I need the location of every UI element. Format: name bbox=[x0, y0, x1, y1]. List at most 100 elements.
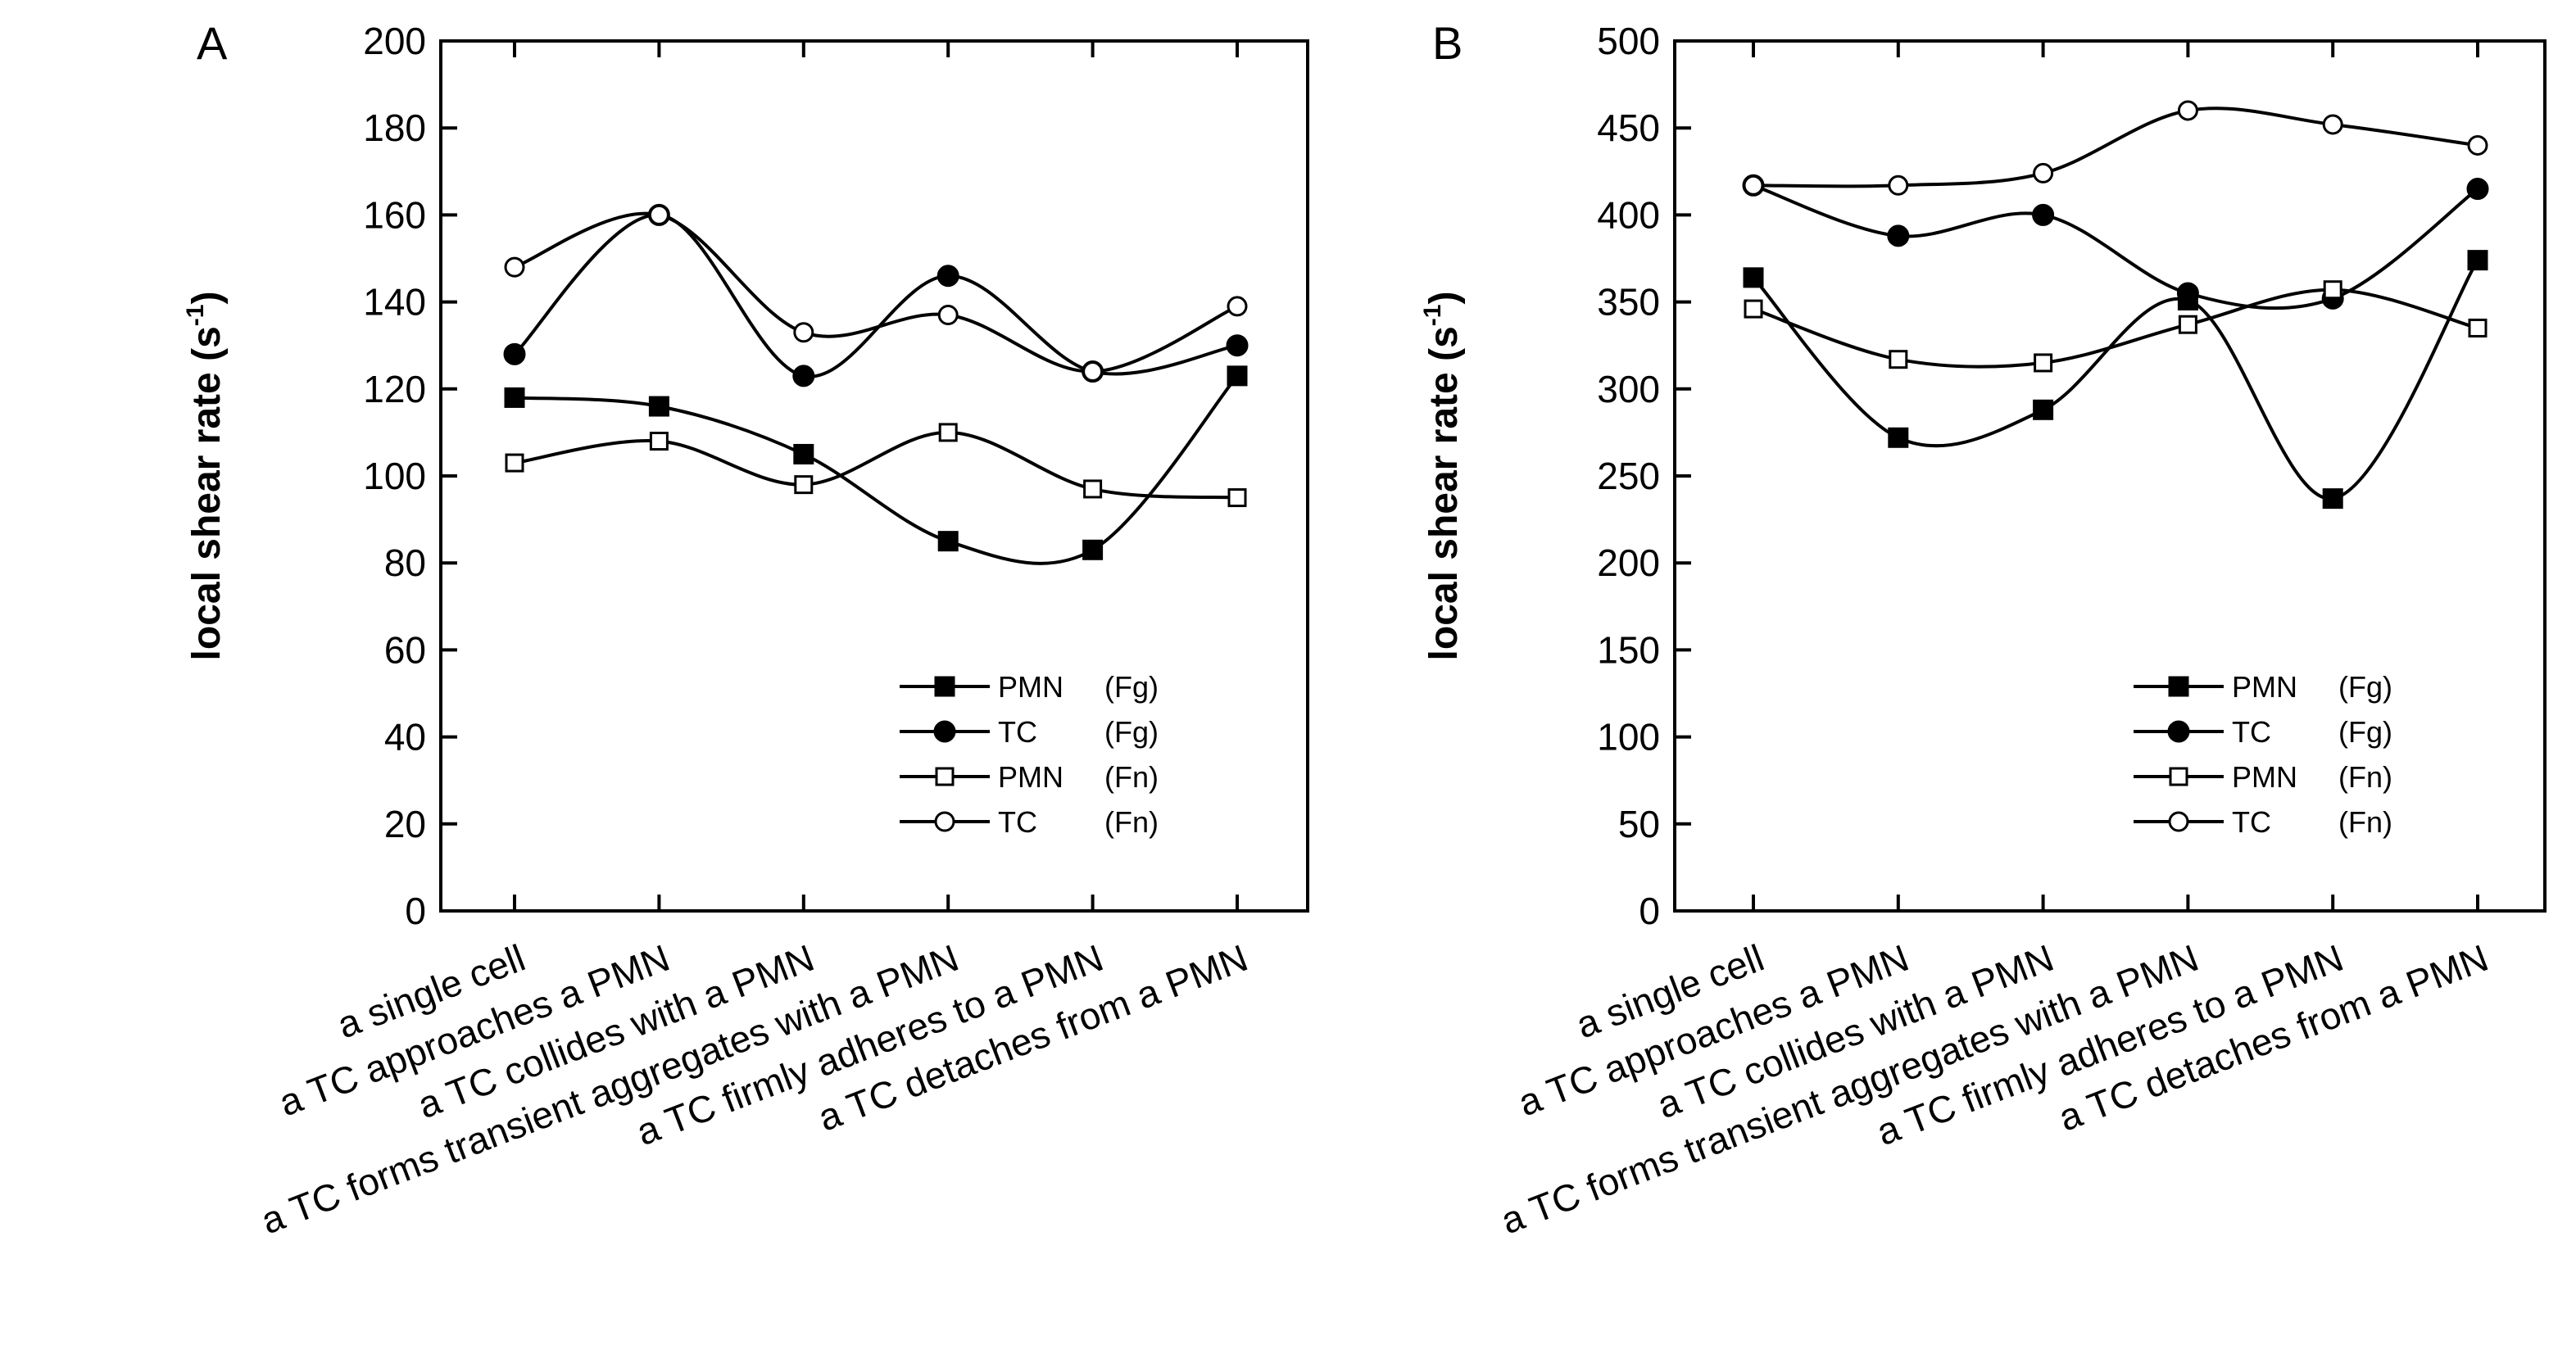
series-tc-fn bbox=[504, 204, 1248, 383]
y-tick-label: 250 bbox=[1597, 455, 1660, 497]
data-point bbox=[1887, 224, 1910, 247]
data-point bbox=[1082, 539, 1104, 560]
legend-series-name: TC bbox=[998, 805, 1037, 839]
y-tick-label: 200 bbox=[363, 20, 426, 62]
y-tick-label: 180 bbox=[363, 106, 426, 149]
data-point bbox=[937, 265, 959, 288]
data-point bbox=[648, 204, 669, 225]
series-pmn-fg bbox=[1743, 250, 2488, 510]
data-point bbox=[2467, 134, 2488, 156]
series-tc-fn bbox=[1743, 100, 2488, 196]
series-line bbox=[1752, 259, 2479, 501]
y-tick-label: 120 bbox=[363, 368, 426, 410]
y-tick-label: 0 bbox=[405, 890, 426, 932]
data-point bbox=[503, 342, 526, 365]
legend-marker bbox=[933, 720, 956, 743]
data-point bbox=[937, 305, 959, 326]
y-axis-unit-superscript: -1 bbox=[1419, 305, 1446, 327]
data-point bbox=[504, 387, 525, 408]
y-axis-label-space bbox=[185, 361, 229, 372]
legend: PMN (Fg) TC (Fg) PMN (Fn) TC (Fn) bbox=[900, 670, 1159, 839]
legend-marker bbox=[934, 676, 955, 697]
series-pmn-fg bbox=[504, 365, 1248, 565]
panel-label: B bbox=[1432, 17, 1463, 69]
panel-label: A bbox=[197, 17, 228, 69]
data-point bbox=[793, 322, 814, 343]
y-tick-label: 60 bbox=[384, 628, 426, 671]
data-point bbox=[2033, 162, 2054, 183]
y-tick-label: 160 bbox=[363, 193, 426, 236]
legend-marker bbox=[2169, 767, 2188, 786]
data-point bbox=[794, 475, 814, 495]
data-point bbox=[1743, 174, 1764, 196]
legend-label: PMN (Fn) bbox=[2232, 760, 2392, 794]
legend-series-name: PMN bbox=[2232, 760, 2297, 794]
series-line bbox=[1753, 288, 2478, 369]
legend-marker bbox=[935, 767, 955, 786]
legend-series-name: PMN bbox=[2232, 670, 2297, 704]
legend-series-name: TC bbox=[2232, 715, 2271, 749]
legend-substrate: (Fn) bbox=[2338, 760, 2392, 794]
legend-series-name: PMN bbox=[998, 670, 1064, 704]
legend-series-name: PMN bbox=[998, 760, 1064, 794]
y-tick-label: 350 bbox=[1597, 281, 1660, 324]
data-point bbox=[2034, 353, 2053, 373]
data-point bbox=[1743, 267, 1764, 288]
legend-marker bbox=[934, 811, 955, 832]
series-line bbox=[514, 374, 1239, 565]
chart-panel-a: A 0 20 40 60 80 100 120 140 160 180 200 local shear … bbox=[182, 17, 1309, 1242]
legend-label: PMN (Fg) bbox=[998, 670, 1159, 704]
data-point bbox=[1083, 479, 1103, 499]
data-point bbox=[2177, 100, 2198, 121]
y-tick-label: 450 bbox=[1597, 106, 1660, 149]
y-axis-unit-close: ) bbox=[185, 292, 229, 305]
y-axis-label-text: local shear rate bbox=[1422, 372, 1466, 660]
y-tick-label: 100 bbox=[363, 455, 426, 497]
data-point bbox=[938, 423, 958, 442]
data-point bbox=[1227, 296, 1248, 317]
data-point bbox=[2032, 203, 2055, 226]
data-point bbox=[2322, 114, 2343, 135]
y-axis-label-space bbox=[1422, 361, 1466, 372]
data-point bbox=[649, 432, 669, 451]
y-axis-unit: (s bbox=[185, 326, 229, 361]
chart-panel-b: B 0 50 100 150 200 250 300 350 400 450 500 local she… bbox=[1419, 17, 2547, 1242]
legend-marker bbox=[2167, 720, 2190, 743]
y-tick-label: 150 bbox=[1597, 628, 1660, 671]
data-point bbox=[1082, 361, 1104, 383]
legend-substrate: (Fg) bbox=[2338, 715, 2392, 749]
legend-substrate: (Fn) bbox=[1104, 805, 1159, 839]
legend-label: TC (Fg) bbox=[2232, 715, 2392, 749]
data-point bbox=[2178, 315, 2197, 334]
series-tc-fg bbox=[1742, 174, 2489, 310]
legend-substrate: (Fg) bbox=[2338, 670, 2392, 704]
y-tick-label: 400 bbox=[1597, 193, 1660, 236]
legend-label: PMN (Fn) bbox=[998, 760, 1159, 794]
legend-substrate: (Fg) bbox=[1104, 715, 1159, 749]
data-point bbox=[2323, 280, 2342, 300]
legend-substrate: (Fn) bbox=[2338, 805, 2392, 839]
data-point bbox=[1227, 488, 1247, 508]
y-tick-label: 500 bbox=[1597, 20, 1660, 62]
series-pmn-fn bbox=[1744, 280, 2488, 373]
data-point bbox=[1888, 427, 1909, 448]
data-point bbox=[2467, 250, 2488, 271]
y-tick-label: 100 bbox=[1597, 716, 1660, 759]
legend-label: TC (Fg) bbox=[998, 715, 1159, 749]
y-tick-label: 140 bbox=[363, 281, 426, 324]
data-point bbox=[1888, 174, 1909, 196]
data-point bbox=[505, 453, 524, 473]
data-point bbox=[792, 365, 815, 387]
data-point bbox=[648, 396, 669, 417]
y-axis-unit-close: ) bbox=[1422, 292, 1466, 305]
y-axis-label: local shear rate (s-1) bbox=[1419, 292, 1466, 661]
series-line bbox=[513, 213, 1238, 378]
legend-marker bbox=[2168, 676, 2189, 697]
legend-marker bbox=[2168, 811, 2189, 832]
data-point bbox=[2322, 488, 2343, 510]
data-point bbox=[793, 443, 814, 464]
series-line bbox=[514, 430, 1238, 500]
data-point bbox=[1889, 350, 1908, 369]
data-point bbox=[1227, 365, 1248, 387]
